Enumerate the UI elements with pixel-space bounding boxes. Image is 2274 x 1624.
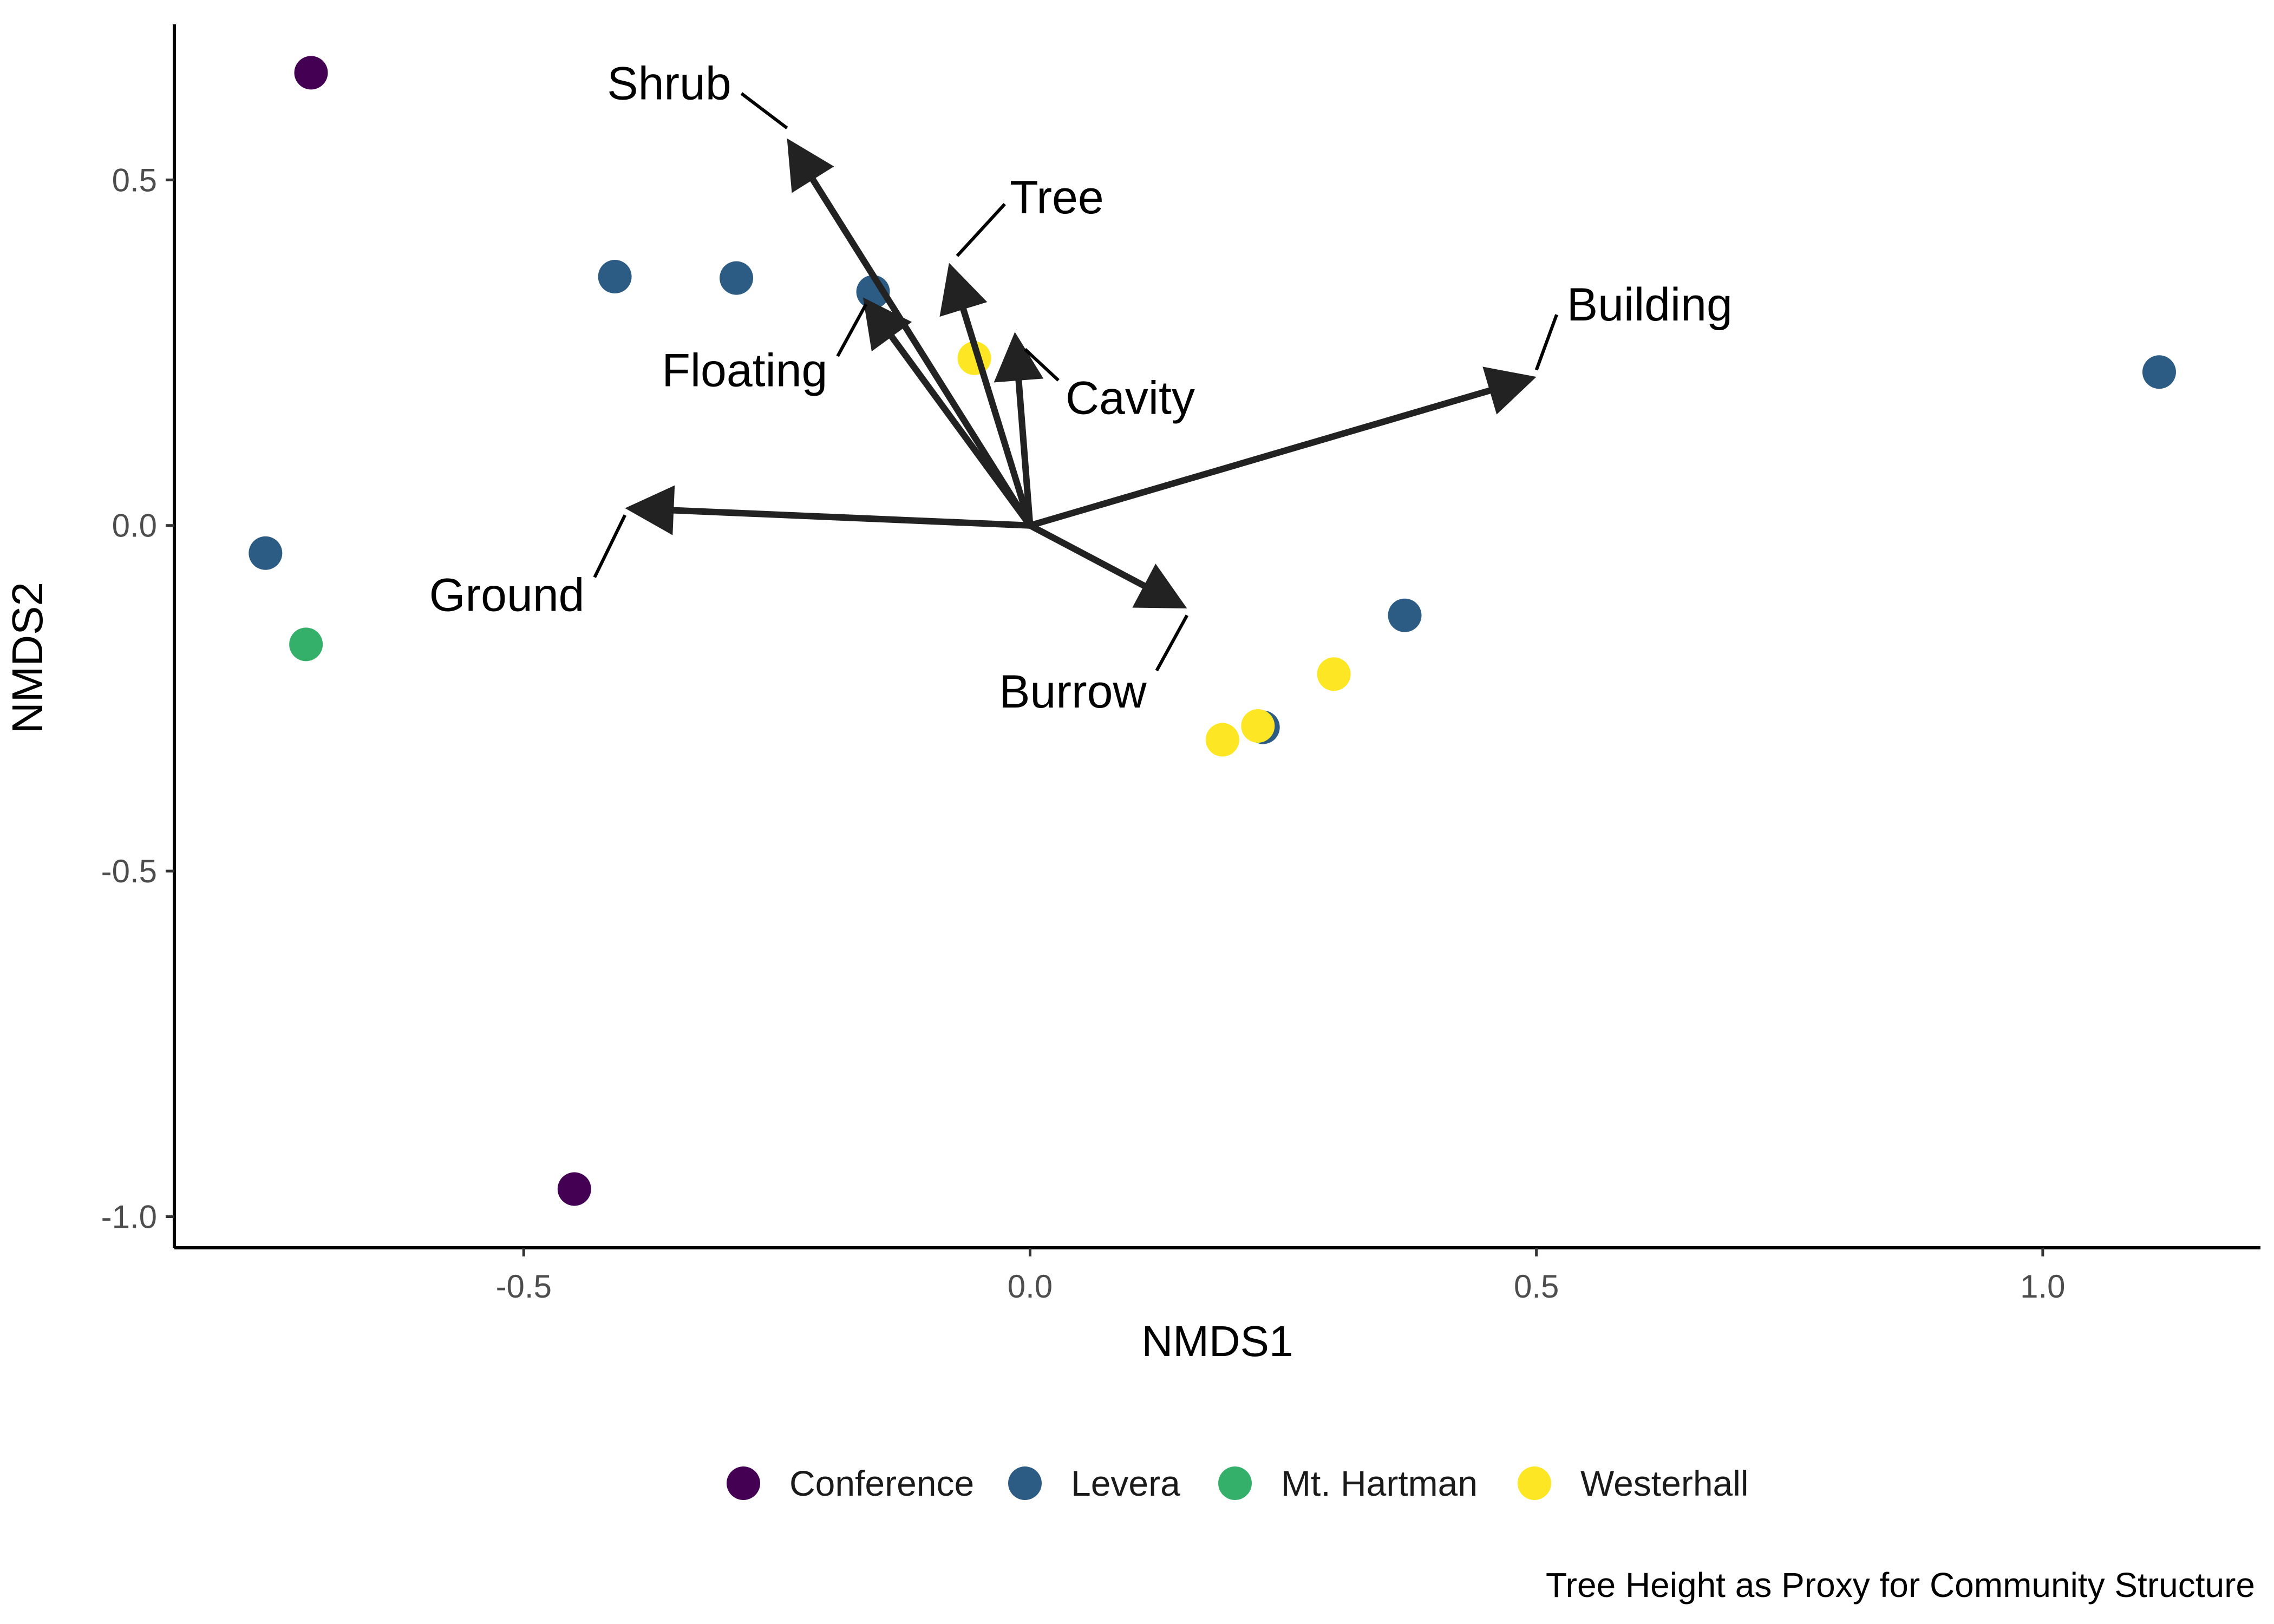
vector-shrub-arrowhead [787,138,834,193]
vector-ground-leader [593,514,627,578]
vector-floating-line [885,329,1034,529]
vector-cavity-label: Cavity [1066,372,1195,424]
point-levera [249,536,283,570]
vectors-layer: Shrub Tree Floating Cavity Building Ground Bur… [429,58,1733,718]
y-tick-label: -0.5 [101,853,157,889]
vector-ground-label: Ground [429,569,585,621]
legend-key-mt-hartman [1218,1466,1252,1500]
vector-cavity-leader [1024,348,1060,382]
vector-shrub-line [807,172,1034,529]
vector-building-arrowhead [1482,366,1537,415]
vector-floating-label: Floating [662,344,827,396]
vector-floating-leader [836,303,868,357]
vector-burrow-label: Burrow [999,666,1147,718]
legend-label-conference: Conference [789,1463,974,1503]
vector-shrub-leader [740,92,788,129]
legend-label-levera: Levera [1071,1463,1180,1503]
point-levera [2142,355,2176,389]
vector-tree-label: Tree [1010,172,1104,224]
y-tick-label: 0.0 [112,508,157,544]
vector-burrow-leader [1155,614,1189,672]
legend: Conference Levera Mt. Hartman Westerhall [727,1463,1749,1503]
legend-key-westerhall [1518,1466,1551,1500]
vector-shrub-label: Shrub [607,58,731,110]
point-levera [720,261,754,295]
point-conference [557,1172,591,1206]
legend-label-mt-hartman: Mt. Hartman [1281,1463,1478,1503]
point-westerhall [1205,723,1239,757]
x-axis-title: NMDS1 [1141,1317,1293,1365]
x-tick-label: 0.0 [1008,1268,1053,1305]
vector-tree-leader [956,202,1006,257]
y-tick-label: -1.0 [101,1199,157,1235]
point-levera [1388,598,1422,632]
vector-building-leader [1534,314,1558,371]
x-tick-label: -0.5 [496,1268,552,1305]
legend-key-levera [1008,1466,1042,1500]
vector-ground-arrowhead [625,485,675,535]
points-layer [249,56,2176,1206]
point-westerhall [1317,657,1351,691]
point-conference [294,56,328,90]
point-mt-hartman [289,627,323,662]
point-westerhall [1241,709,1275,743]
vector-cavity-line [1015,371,1034,529]
vector-tree-arrowhead [939,263,988,317]
axes: -0.5 0.0 0.5 1.0 -1.0 -0.5 0.0 0.5 NMDS1 NMDS2 [3,24,2260,1365]
legend-key-conference [727,1466,760,1500]
vector-building-line [1027,385,1498,529]
vector-floating-arrowhead [862,297,912,352]
y-tick-label: 0.5 [112,162,157,198]
x-tick-label: 0.5 [1514,1268,1559,1305]
legend-label-westerhall: Westerhall [1580,1463,1749,1503]
vector-burrow-arrowhead [1132,564,1187,608]
vector-ground-line [665,507,1034,529]
vector-tree-line [958,300,1034,529]
vector-building-label: Building [1567,279,1733,331]
x-tick-label: 1.0 [2020,1268,2065,1305]
vector-burrow-line [1027,522,1152,592]
point-levera [598,260,632,294]
vector-cavity-arrowhead [994,332,1044,383]
y-axis-title: NMDS2 [3,582,51,734]
caption: Tree Height as Proxy for Community Struc… [1546,1566,2255,1605]
